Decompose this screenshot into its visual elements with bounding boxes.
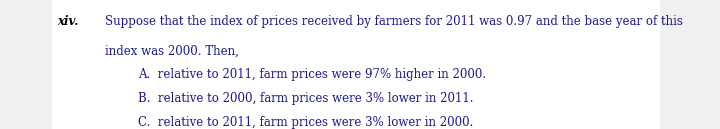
Text: A.  relative to 2011, farm prices were 97% higher in 2000.: A. relative to 2011, farm prices were 97… [138,68,486,81]
Text: C.  relative to 2011, farm prices were 3% lower in 2000.: C. relative to 2011, farm prices were 3%… [138,116,473,129]
Text: Suppose that the index of prices received by farmers for 2011 was 0.97 and the b: Suppose that the index of prices receive… [105,15,683,29]
Text: B.  relative to 2000, farm prices were 3% lower in 2011.: B. relative to 2000, farm prices were 3%… [138,92,474,105]
Text: xiv.: xiv. [57,15,78,29]
Text: index was 2000. Then,: index was 2000. Then, [105,45,239,58]
